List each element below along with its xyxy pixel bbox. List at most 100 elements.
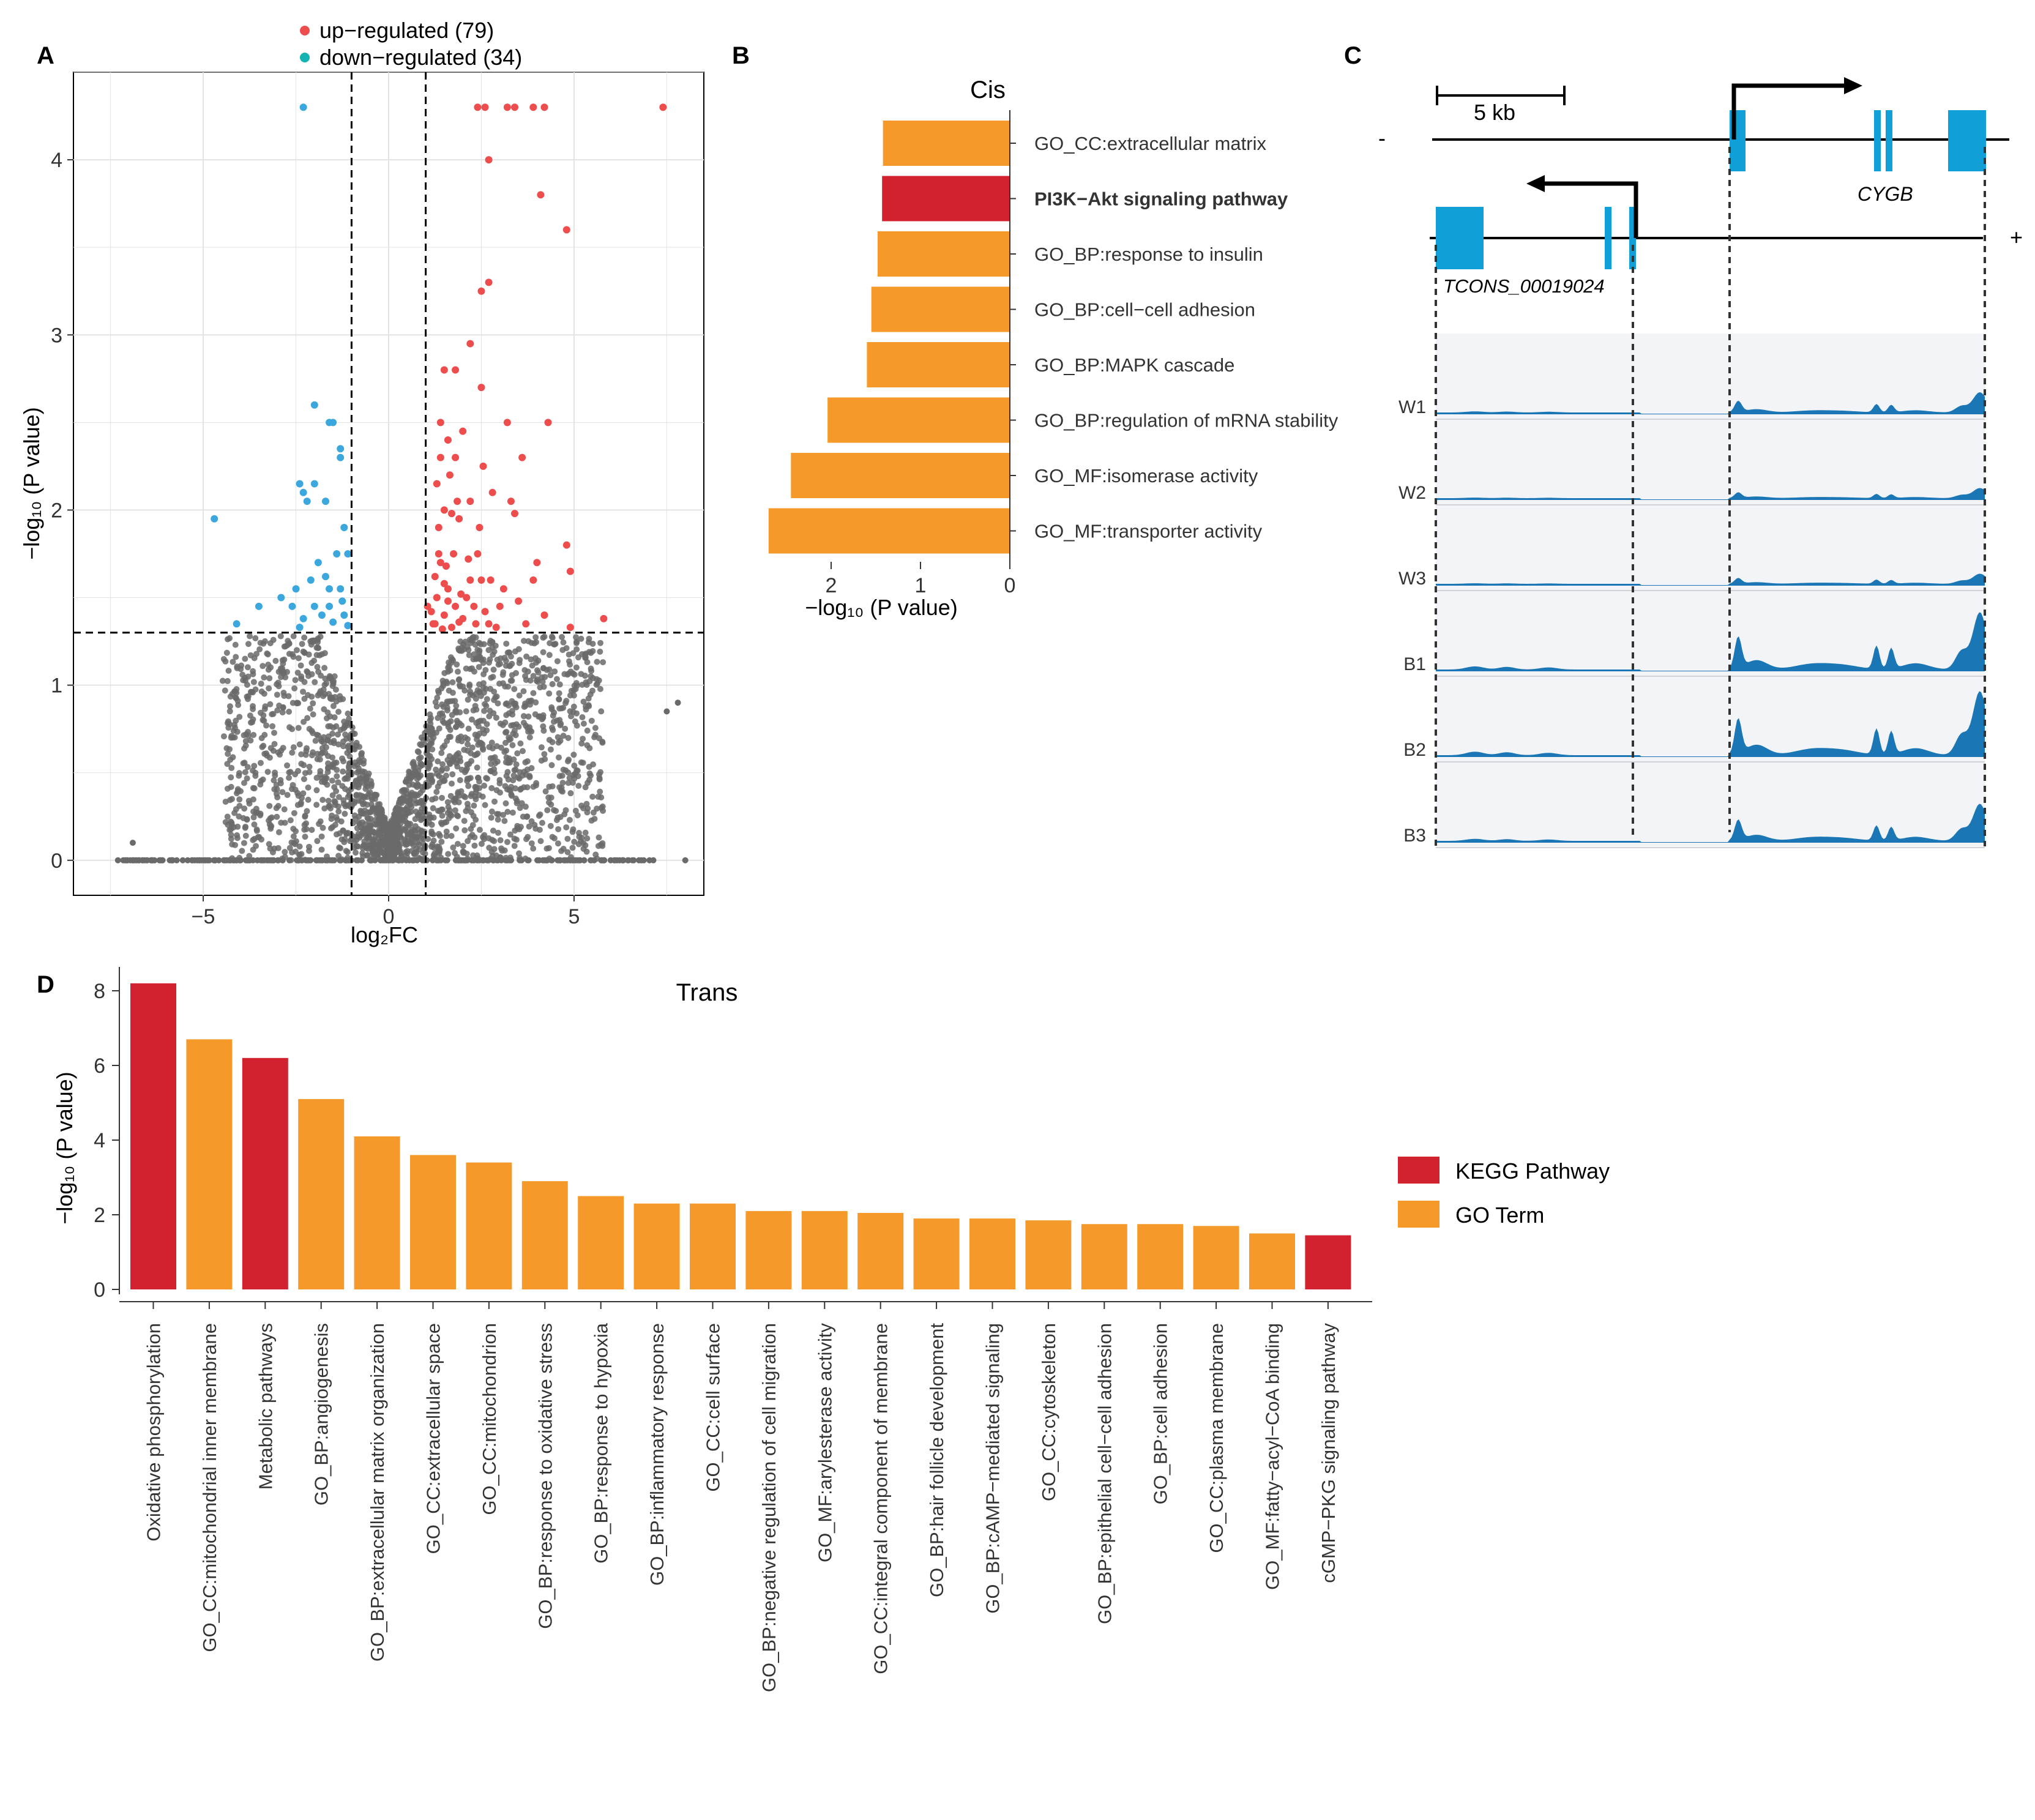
volcano-point-ns <box>236 714 243 720</box>
trans-bar <box>354 1136 400 1289</box>
volcano-point-ns <box>594 676 600 682</box>
volcano-point-ns <box>166 857 173 863</box>
volcano-point-ns <box>316 821 323 827</box>
volcano-point-ns <box>522 673 529 679</box>
volcano-point-ns <box>313 644 320 651</box>
volcano-point-ns <box>493 714 499 721</box>
trans-y-axis-title: −log₁₀ (P value) <box>52 1072 77 1225</box>
volcano-point-ns <box>324 769 331 775</box>
volcano-point-ns <box>454 661 460 668</box>
volcano-point-ns <box>274 813 280 820</box>
volcano-point-ns <box>179 857 186 863</box>
volcano-point-down <box>326 585 334 593</box>
volcano-point-ns <box>540 727 547 734</box>
volcano-point-ns <box>472 816 479 823</box>
tcons-tss-arrow <box>1541 181 1638 238</box>
volcano-point-ns <box>521 769 528 775</box>
volcano-point-up <box>659 103 667 111</box>
volcano-point-ns <box>592 725 599 731</box>
trans-title: Trans <box>676 979 738 1006</box>
volcano-point-ns <box>537 684 543 691</box>
volcano-point-ns <box>407 801 414 808</box>
volcano-point-ns <box>264 769 271 775</box>
volcano-point-ns <box>583 800 590 807</box>
trans-bar <box>1193 1226 1239 1289</box>
volcano-point-ns <box>260 712 267 718</box>
volcano-point-ns <box>326 802 333 809</box>
volcano-point-ns <box>294 700 301 707</box>
volcano-point-ns <box>499 671 506 678</box>
volcano-point-ns <box>559 788 566 795</box>
volcano-point-ns <box>491 798 498 805</box>
volcano-point-ns <box>598 857 605 863</box>
volcano-point-ns <box>447 734 454 740</box>
volcano-point-ns <box>507 677 514 684</box>
volcano-point-ns <box>573 634 580 641</box>
volcano-point-ns <box>402 849 409 856</box>
cis-category-label: GO_MF:isomerase activity <box>1034 465 1258 487</box>
trans-category-label: GO_CC:mitochondrial inner membrane <box>199 1323 220 1652</box>
volcano-point-ns <box>361 838 368 845</box>
trans-y-tick-label: 4 <box>94 1129 105 1152</box>
volcano-point-up <box>529 576 537 584</box>
volcano-point-ns <box>346 715 353 722</box>
volcano-point-ns <box>243 731 250 737</box>
volcano-point-ns <box>286 651 293 657</box>
volcano-point-down <box>255 602 263 610</box>
volcano-point-ns <box>275 683 282 690</box>
volcano-point-ns <box>219 677 226 684</box>
volcano-point-ns <box>580 698 587 705</box>
volcano-point-ns <box>507 787 513 794</box>
volcano-point-ns <box>266 841 272 848</box>
volcano-point-up <box>481 103 489 111</box>
volcano-point-ns <box>625 857 632 863</box>
volcano-point-ns <box>413 849 420 856</box>
volcano-x-axis-title: log₂FC <box>351 922 418 947</box>
volcano-point-ns <box>229 796 236 802</box>
volcano-point-up <box>515 597 523 605</box>
volcano-point-ns <box>364 794 370 800</box>
volcano-point-ns <box>438 750 445 756</box>
volcano-point-ns <box>509 742 516 748</box>
volcano-point-ns <box>251 821 258 828</box>
volcano-point-ns <box>242 823 249 830</box>
volcano-point-ns <box>550 726 556 733</box>
x-tick-label: 5 <box>568 905 580 928</box>
volcano-point-ns <box>471 651 477 658</box>
volcano-point-up <box>442 562 450 570</box>
volcano-point-ns <box>556 717 563 723</box>
volcano-point-ns <box>480 746 487 753</box>
volcano-point-ns <box>295 767 302 774</box>
volcano-point-ns <box>573 646 580 653</box>
volcano-point-ns <box>289 849 296 856</box>
volcano-point-ns <box>528 840 535 847</box>
volcano-point-ns <box>593 681 600 688</box>
legend-go-label: GO Term <box>1455 1203 1544 1228</box>
legend-down-label: down−regulated (34) <box>319 45 522 70</box>
cis-x-tick-label: 0 <box>1004 574 1016 597</box>
volcano-point-ns <box>409 826 416 833</box>
volcano-point-ns <box>427 762 433 769</box>
volcano-point-ns <box>280 668 287 675</box>
volcano-point-ns <box>389 857 396 863</box>
track-label: B2 <box>1403 740 1426 760</box>
volcano-point-ns <box>584 742 591 748</box>
volcano-point-ns <box>506 702 512 709</box>
volcano-point-up <box>562 226 570 234</box>
volcano-point-ns <box>472 731 479 738</box>
volcano-point-up <box>448 510 455 518</box>
volcano-point-ns <box>484 857 490 863</box>
volcano-point-ns <box>504 838 510 845</box>
volcano-point-ns <box>460 843 466 849</box>
volcano-point-ns <box>465 736 471 742</box>
volcano-point-ns <box>344 802 351 808</box>
volcano-point-ns <box>339 755 346 762</box>
volcano-point-ns <box>367 822 374 829</box>
volcano-point-ns <box>444 698 450 705</box>
volcano-point-ns <box>232 641 239 648</box>
volcano-point-ns <box>598 708 605 715</box>
volcano-point-ns <box>584 727 591 734</box>
volcano-point-ns <box>545 794 552 801</box>
trans-bars: Oxidative phosphorylation GO_CC:mitochond… <box>130 983 1351 1692</box>
volcano-point-ns <box>228 821 235 828</box>
